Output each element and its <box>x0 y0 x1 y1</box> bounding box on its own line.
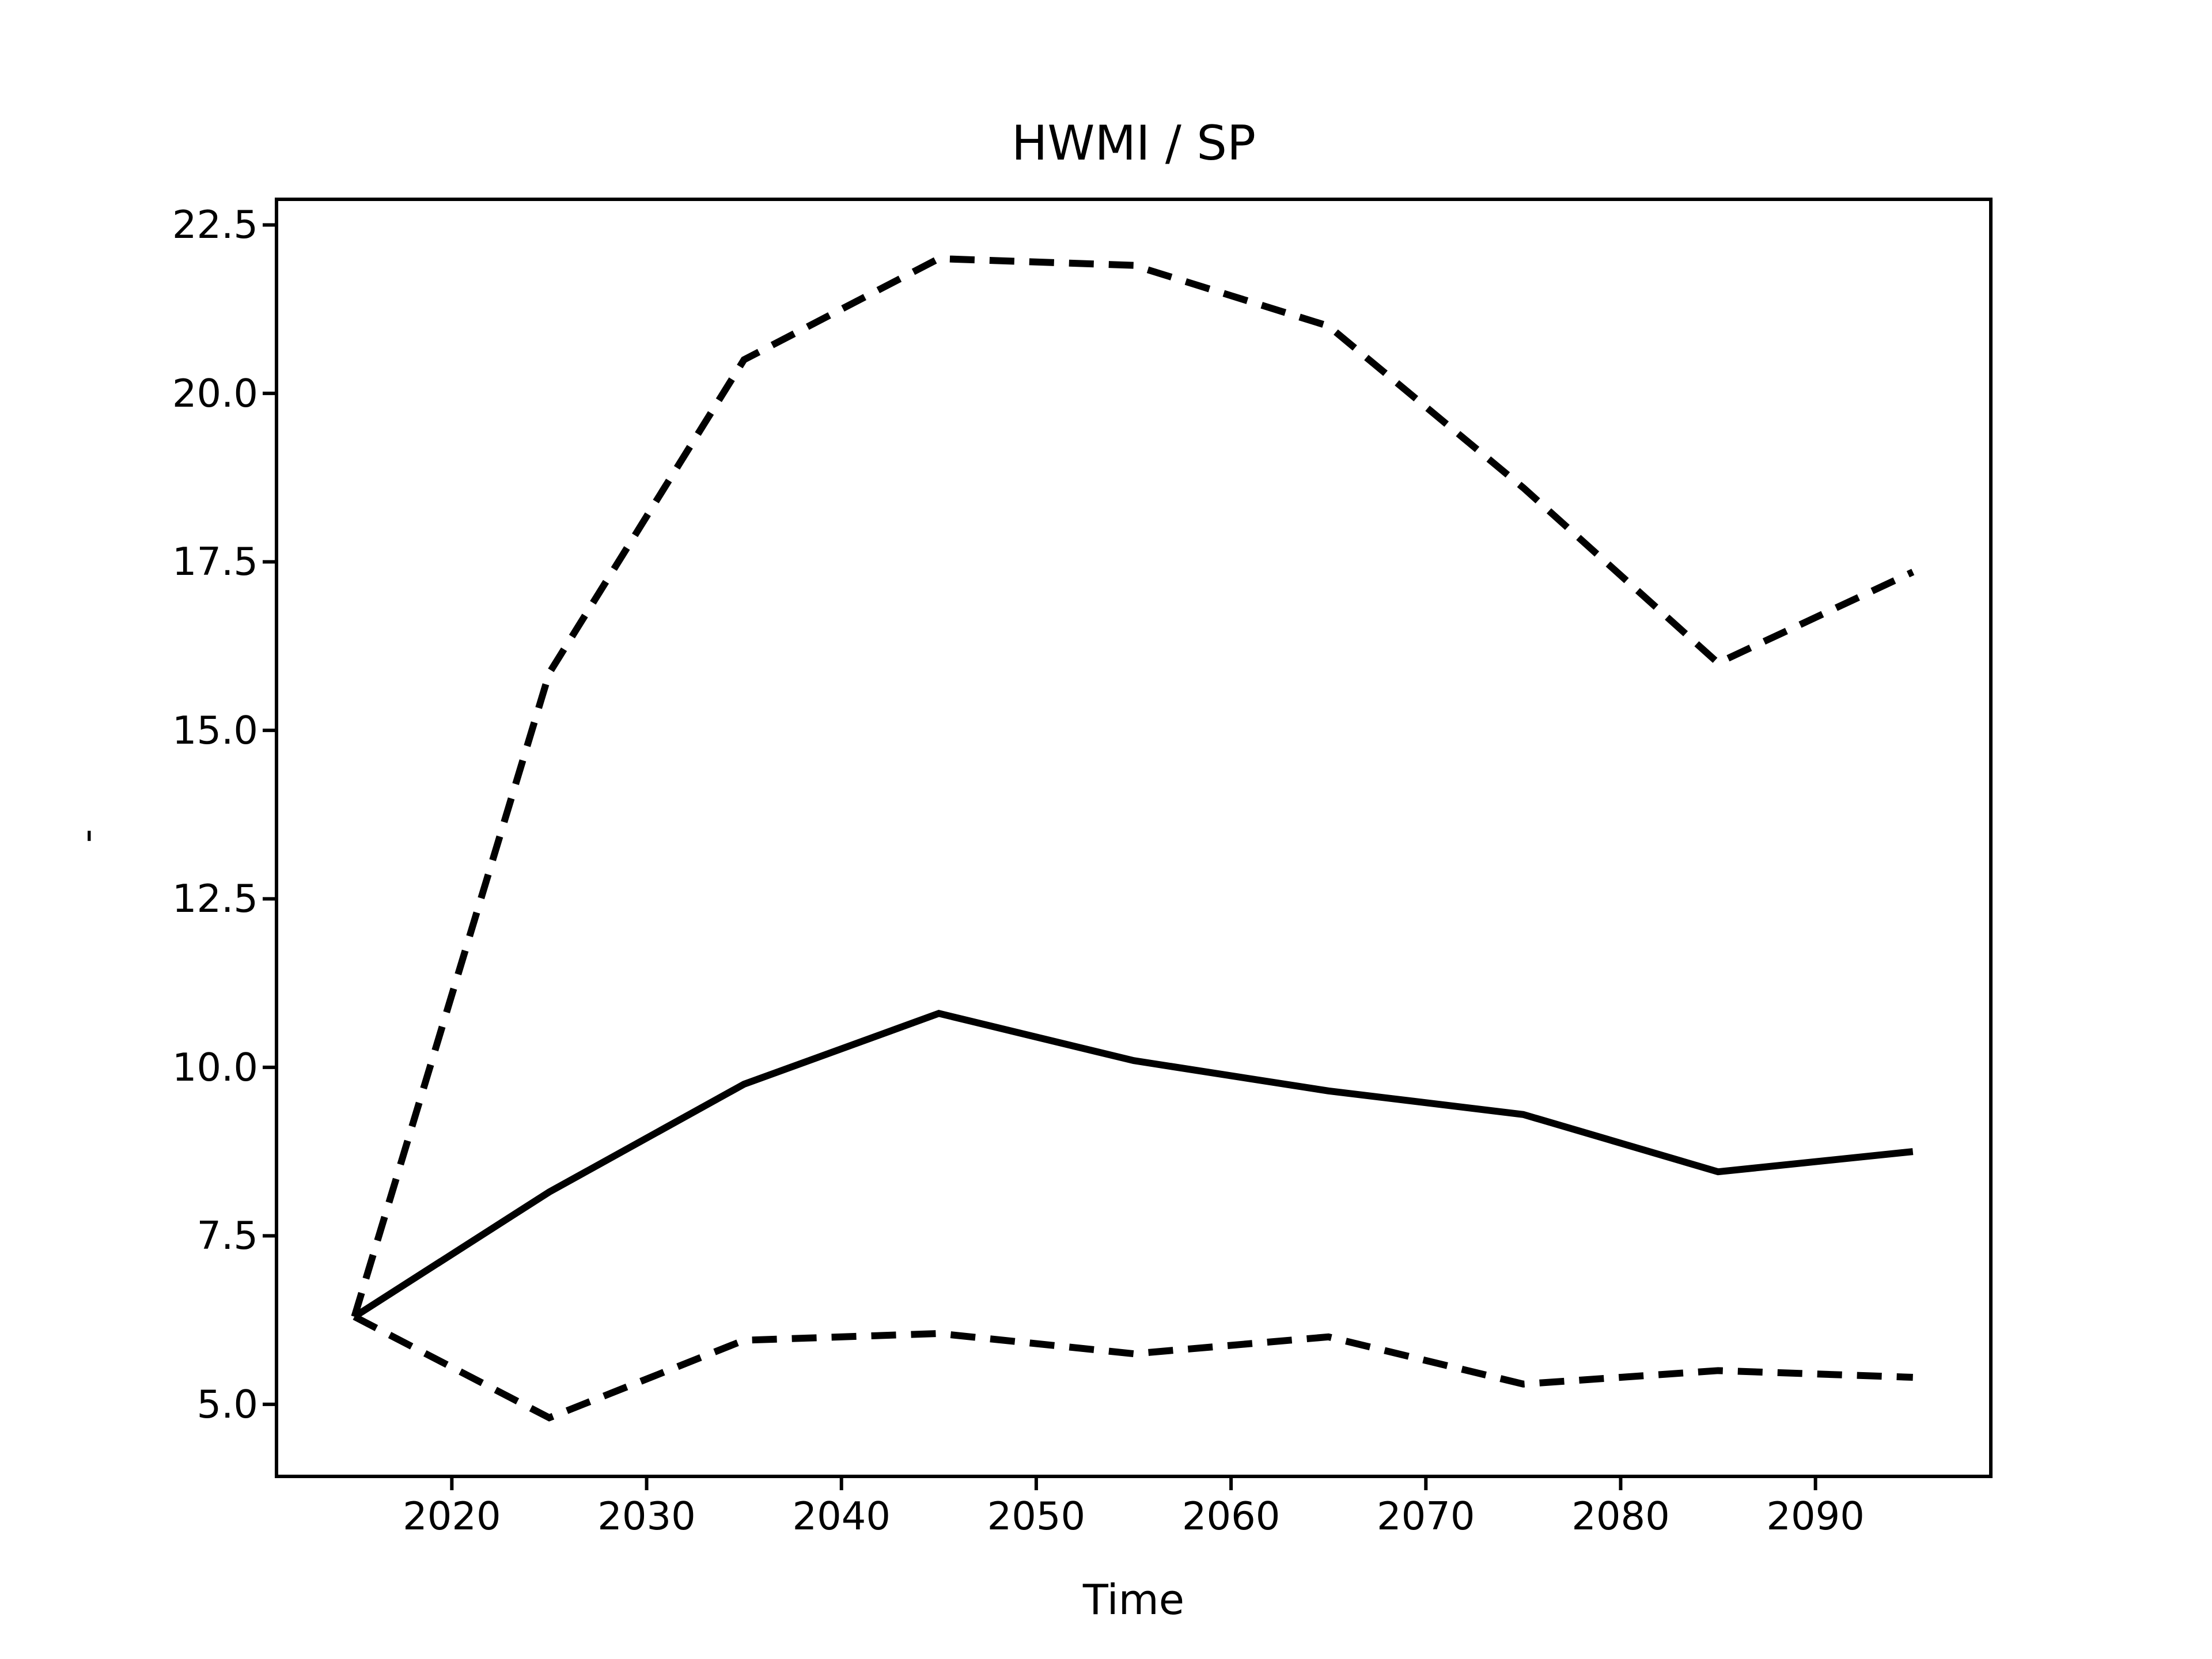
y-tick-label: 17.5 <box>172 539 258 585</box>
y-axis-label: - <box>64 828 109 843</box>
y-tick-label: 10.0 <box>172 1044 258 1090</box>
y-tick-label: 5.0 <box>196 1381 258 1427</box>
y-tick-label: 22.5 <box>172 202 258 248</box>
x-tick-label: 2020 <box>403 1494 501 1539</box>
x-tick-label: 2090 <box>1766 1494 1865 1539</box>
y-tick-label: 15.0 <box>172 707 258 753</box>
x-tick-label: 2070 <box>1377 1494 1475 1539</box>
x-tick-label: 2060 <box>1181 1494 1281 1539</box>
upper-dashed-line <box>351 255 1915 1318</box>
x-tick-label: 2050 <box>987 1494 1086 1539</box>
y-tick-label: 12.5 <box>172 876 258 922</box>
y-tick-label: 7.5 <box>196 1213 258 1259</box>
x-tick-label: 2030 <box>597 1494 696 1539</box>
x-axis-label: Time <box>1082 1575 1185 1624</box>
central-solid-line <box>353 1010 1914 1320</box>
chart-title: HWMI / SP <box>1011 115 1256 171</box>
lower-dashed-line <box>353 1313 1913 1422</box>
y-tick-label: 20.0 <box>172 370 258 416</box>
axes-frame <box>275 198 1993 1478</box>
x-tick-label: 2040 <box>792 1494 891 1539</box>
x-tick-label: 2080 <box>1571 1494 1670 1539</box>
